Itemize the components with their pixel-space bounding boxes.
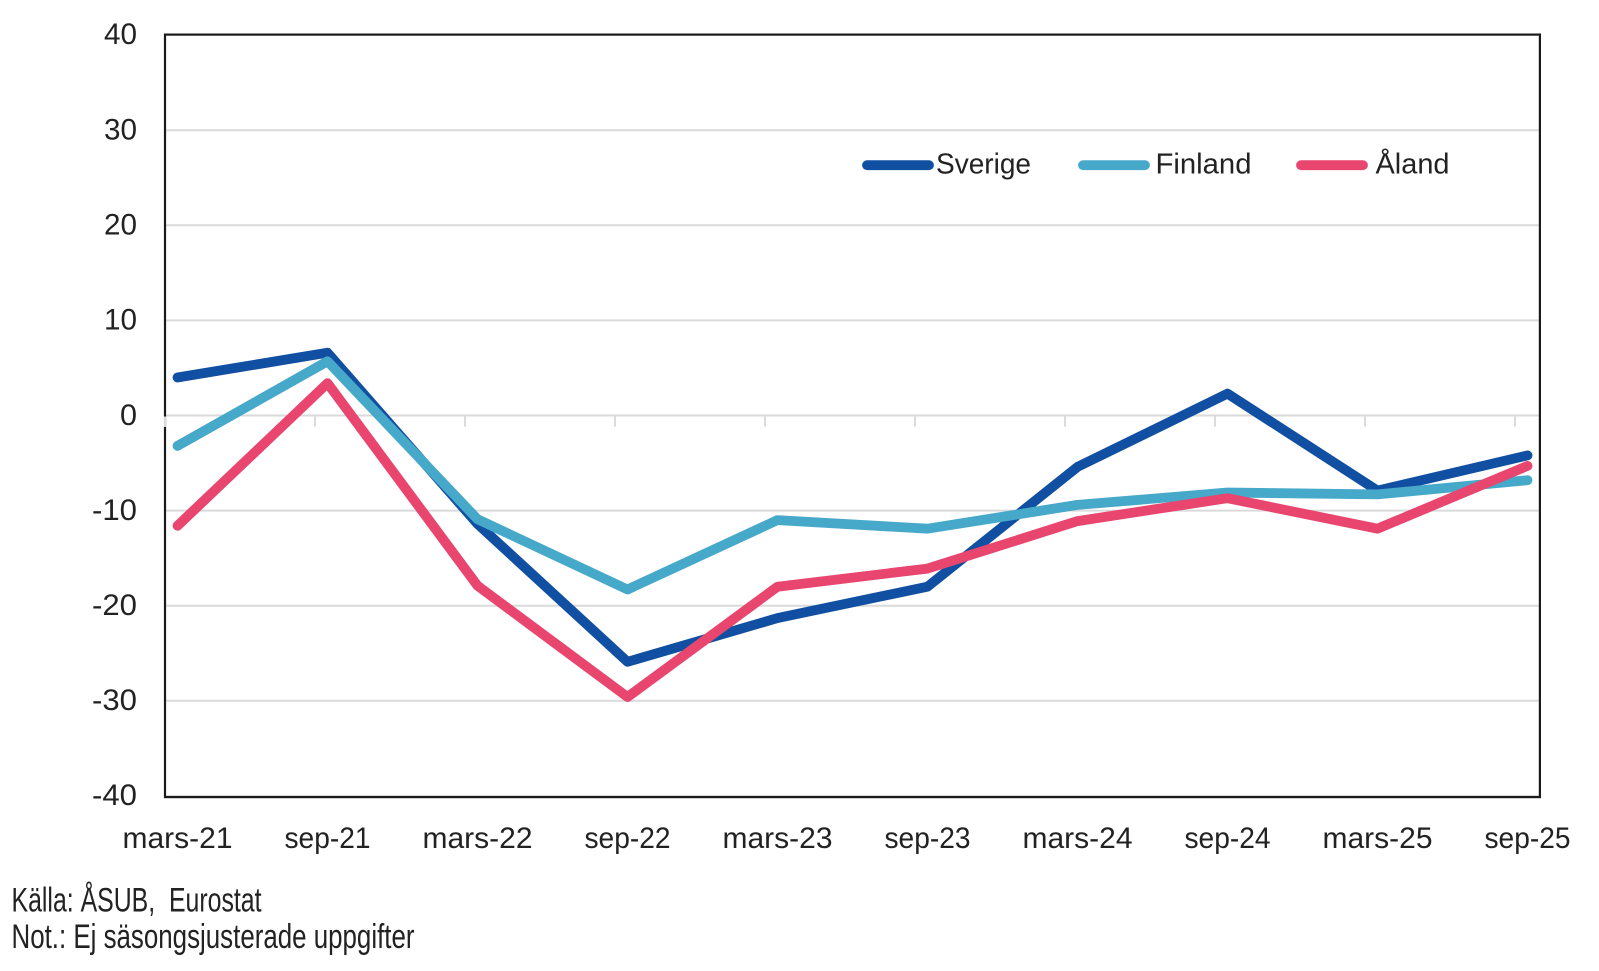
- svg-text:sep-24: sep-24: [1185, 822, 1271, 855]
- svg-text:-40: -40: [92, 779, 137, 812]
- svg-text:10: 10: [104, 304, 137, 337]
- svg-text:Åland: Åland: [1376, 147, 1450, 180]
- svg-text:-30: -30: [92, 684, 137, 717]
- svg-text:-10: -10: [92, 494, 137, 527]
- svg-text:0: 0: [120, 399, 137, 432]
- svg-text:sep-23: sep-23: [885, 822, 971, 855]
- svg-text:Finland: Finland: [1156, 148, 1252, 180]
- svg-text:mars-24: mars-24: [1023, 822, 1133, 855]
- svg-text:30: 30: [104, 114, 137, 147]
- svg-text:sep-22: sep-22: [585, 822, 671, 855]
- svg-text:-20: -20: [92, 589, 137, 622]
- svg-text:mars-21: mars-21: [123, 822, 233, 855]
- svg-text:Not.: Ej säsongsjusterade uppg: Not.: Ej säsongsjusterade uppgifter: [12, 918, 415, 956]
- svg-text:sep-25: sep-25: [1485, 822, 1571, 855]
- svg-text:Källa: ÅSUB, Eurostat: Källa: ÅSUB, Eurostat: [12, 882, 262, 920]
- svg-text:mars-23: mars-23: [723, 822, 833, 855]
- svg-text:mars-25: mars-25: [1323, 822, 1433, 855]
- svg-text:mars-22: mars-22: [423, 822, 533, 855]
- svg-text:40: 40: [104, 18, 137, 51]
- svg-text:sep-21: sep-21: [285, 822, 371, 855]
- svg-text:Sverige: Sverige: [936, 148, 1031, 180]
- svg-text:20: 20: [104, 209, 137, 242]
